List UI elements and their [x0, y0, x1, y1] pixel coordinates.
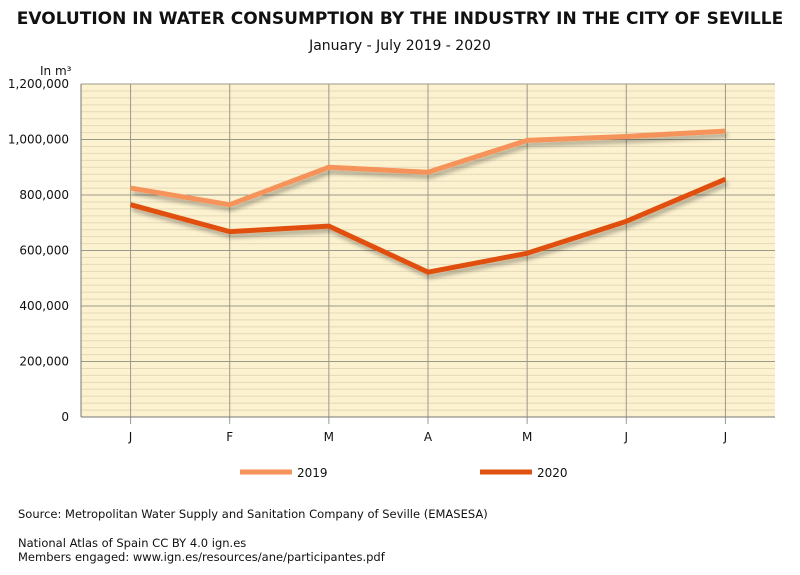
- x-tick-label: J: [128, 430, 133, 444]
- x-tick-label: M: [522, 430, 532, 444]
- members-note: Members engaged: www.ign.es/resources/an…: [18, 550, 385, 564]
- y-tick-label: 600,000: [19, 244, 69, 258]
- y-tick-label: 1,000,000: [8, 133, 69, 147]
- y-axis-unit: In m³: [40, 64, 72, 78]
- chart-title: EVOLUTION IN WATER CONSUMPTION BY THE IN…: [16, 9, 784, 29]
- source-note: Source: Metropolitan Water Supply and Sa…: [18, 507, 488, 521]
- chart-subtitle: January - July 2019 - 2020: [309, 38, 491, 54]
- y-tick-label: 1,200,000: [8, 77, 69, 91]
- x-tick-label: F: [226, 430, 233, 444]
- x-tick-label: A: [424, 430, 433, 444]
- y-tick-label: 800,000: [19, 188, 69, 202]
- legend-label-2020: 2020: [537, 466, 568, 480]
- y-tick-label: 0: [61, 410, 69, 424]
- x-tick-label: J: [624, 430, 629, 444]
- atlas-note: National Atlas of Spain CC BY 4.0 ign.es: [18, 536, 247, 550]
- x-tick-label: J: [723, 430, 728, 444]
- x-tick-label: M: [324, 430, 334, 444]
- y-tick-label: 400,000: [19, 299, 69, 313]
- line-chart: 0 200,000 400,000 600,000 800,000 1,000,000 1,…: [8, 77, 775, 480]
- legend-label-2019: 2019: [297, 466, 328, 480]
- y-tick-label: 200,000: [19, 355, 69, 369]
